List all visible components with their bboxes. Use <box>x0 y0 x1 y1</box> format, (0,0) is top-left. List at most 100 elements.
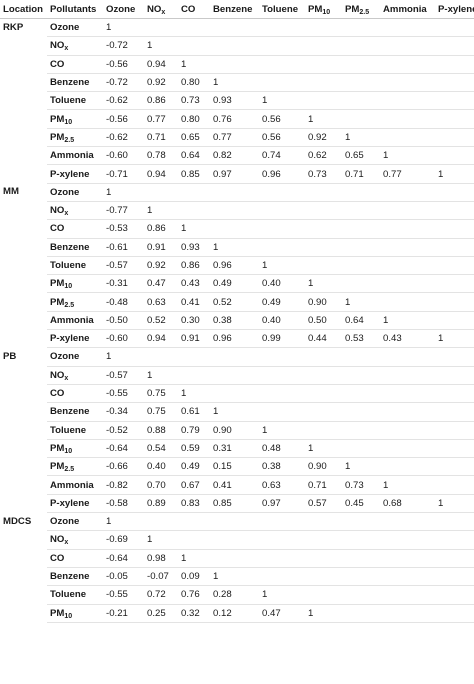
table-row: Ammonia -0.50 0.52 0.30 0.38 0.40 0.50 0.64 1 <box>0 311 474 331</box>
column-header: PM2.5 <box>342 0 380 19</box>
pollutant-label: NOx <box>47 366 103 385</box>
correlation-cell <box>178 183 210 202</box>
correlation-cell: 0.65 <box>178 128 210 148</box>
correlation-cell <box>144 347 178 367</box>
correlation-cell <box>380 73 435 93</box>
correlation-cell: -0.64 <box>103 549 144 568</box>
correlation-cell <box>305 91 342 111</box>
correlation-cell: 0.53 <box>342 329 380 349</box>
correlation-cell <box>342 256 380 276</box>
table-row: Benzene -0.72 0.92 0.80 1 <box>0 73 474 93</box>
correlation-cell <box>342 604 380 623</box>
correlation-cell: 1 <box>380 146 435 166</box>
correlation-cell <box>259 73 305 93</box>
correlation-cell: 0.57 <box>305 494 342 514</box>
column-header: Toluene <box>259 0 305 19</box>
correlation-cell: 0.90 <box>305 292 342 312</box>
correlation-cell <box>435 549 474 568</box>
table-row: Ammonia -0.60 0.78 0.64 0.82 0.74 0.62 0.65 1 <box>0 146 474 166</box>
correlation-cell: 0.99 <box>259 329 305 349</box>
correlation-cell: 0.63 <box>144 292 178 312</box>
correlation-cell: 0.75 <box>144 402 178 422</box>
correlation-cell <box>380 183 435 202</box>
correlation-cell: 0.73 <box>305 164 342 184</box>
correlation-cell: 0.59 <box>178 439 210 459</box>
correlation-cell: -0.31 <box>103 274 144 294</box>
pollutant-label: CO <box>47 384 103 404</box>
correlation-cell <box>305 201 342 221</box>
correlation-cell: -0.62 <box>103 128 144 148</box>
correlation-cell: 1 <box>305 109 342 129</box>
correlation-cell <box>380 128 435 148</box>
table-row: P-xylene -0.58 0.89 0.83 0.85 0.97 0.57 0.45 0.6… <box>0 494 474 514</box>
correlation-cell <box>342 183 380 202</box>
correlation-cell: 0.62 <box>305 146 342 166</box>
correlation-cell: -0.07 <box>144 567 178 587</box>
correlation-cell: 0.56 <box>259 109 305 129</box>
correlation-cell: 1 <box>210 238 259 257</box>
correlation-cell <box>342 238 380 257</box>
correlation-cell: 1 <box>380 475 435 495</box>
table-row: Toluene -0.62 0.86 0.73 0.93 1 <box>0 91 474 111</box>
correlation-cell <box>342 366 380 385</box>
correlation-cell: 1 <box>259 91 305 111</box>
correlation-cell: -0.66 <box>103 457 144 477</box>
pollutant-label: Toluene <box>47 585 103 605</box>
correlation-cell <box>380 567 435 587</box>
correlation-cell <box>380 366 435 385</box>
correlation-cell: 0.47 <box>144 274 178 294</box>
correlation-cell: 0.15 <box>210 457 259 477</box>
correlation-cell <box>435 604 474 623</box>
pollutant-label: Ammonia <box>47 311 103 331</box>
correlation-cell <box>435 183 474 202</box>
correlation-cell: 0.86 <box>144 91 178 111</box>
pollutant-label: P-xylene <box>47 494 103 514</box>
correlation-cell <box>435 402 474 422</box>
correlation-cell <box>380 238 435 257</box>
correlation-cell: -0.21 <box>103 604 144 623</box>
pollutant-label: PM10 <box>47 274 103 294</box>
correlation-cell: 0.40 <box>259 274 305 294</box>
correlation-cell: 1 <box>210 402 259 422</box>
correlation-cell <box>259 36 305 56</box>
correlation-cell: 0.30 <box>178 311 210 331</box>
correlation-cell <box>435 384 474 404</box>
correlation-cell: 0.40 <box>259 311 305 331</box>
pollutant-label: PM2.5 <box>47 457 103 477</box>
location-label: PB <box>3 350 17 362</box>
table-row: P-xylene -0.60 0.94 0.91 0.96 0.99 0.44 0.53 0.4… <box>0 329 474 349</box>
correlation-cell <box>259 347 305 367</box>
correlation-cell: 0.48 <box>259 439 305 459</box>
correlation-cell <box>380 292 435 312</box>
pollutant-label: Benzene <box>47 238 103 257</box>
correlation-cell: 1 <box>178 219 210 239</box>
correlation-cell <box>144 18 178 38</box>
correlation-cell: 1 <box>103 512 144 532</box>
correlation-cell: 0.75 <box>144 384 178 404</box>
correlation-cell <box>380 36 435 56</box>
correlation-cell <box>380 530 435 550</box>
pollutant-label: PM2.5 <box>47 292 103 312</box>
correlation-cell: 0.77 <box>210 128 259 148</box>
correlation-cell <box>342 73 380 93</box>
correlation-cell <box>435 274 474 294</box>
correlation-cell: 0.89 <box>144 494 178 514</box>
column-header: Benzene <box>210 0 259 19</box>
correlation-cell: 0.52 <box>144 311 178 331</box>
correlation-cell <box>435 238 474 257</box>
table-row: PM2.5 -0.48 0.63 0.41 0.52 0.49 0.90 1 <box>0 292 474 312</box>
table-row: PM2.5 -0.66 0.40 0.49 0.15 0.38 0.90 1 <box>0 457 474 477</box>
table-row: RKP Ozone 1 <box>0 18 474 38</box>
correlation-cell <box>380 55 435 74</box>
correlation-cell: 0.38 <box>259 457 305 477</box>
correlation-cell <box>305 512 342 532</box>
correlation-cell: 1 <box>342 457 380 477</box>
correlation-cell <box>305 36 342 56</box>
table-row: Toluene -0.57 0.92 0.86 0.96 1 <box>0 256 474 276</box>
correlation-cell <box>259 567 305 587</box>
correlation-cell <box>210 36 259 56</box>
pollutant-label: Ozone <box>47 512 103 532</box>
correlation-cell <box>305 256 342 276</box>
correlation-cell: 1 <box>144 530 178 550</box>
correlation-cell <box>380 18 435 38</box>
